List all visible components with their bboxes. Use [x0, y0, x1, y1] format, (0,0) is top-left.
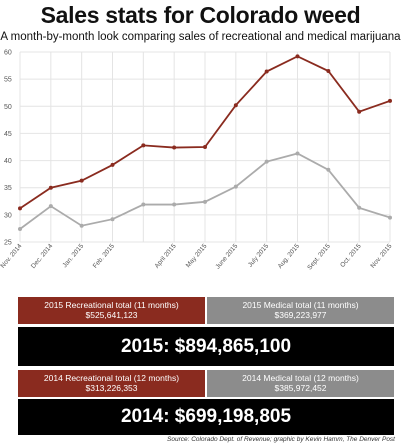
data-point: [203, 145, 207, 149]
total-2015-banner: 2015: $894,865,100: [18, 327, 394, 366]
data-point: [388, 215, 392, 220]
data-point: [295, 54, 300, 59]
y-tick-label: 45: [4, 131, 12, 138]
x-tick-label: April 2015: [154, 243, 178, 270]
data-point: [18, 226, 22, 231]
data-point: [110, 217, 115, 222]
y-tick-label: 50: [4, 104, 12, 111]
recreational-2015-label: 2015 Recreational total (11 months): [44, 300, 179, 310]
chart-subtitle: A month-by-month look comparing sales of…: [0, 31, 401, 43]
medical-2014-box: 2014 Medical total (12 months) $385,972,…: [207, 370, 394, 397]
data-point: [326, 167, 331, 172]
recreational-2015-value: $525,641,123: [85, 310, 138, 320]
data-point: [295, 151, 300, 156]
x-tick-label: Nov. 2015: [369, 242, 393, 269]
data-point: [172, 145, 177, 150]
total-2014-banner: 2014: $699,198,805: [18, 399, 394, 435]
x-tick-label: May 2015: [185, 242, 209, 269]
data-point: [110, 162, 115, 167]
y-tick-label: 30: [4, 212, 12, 219]
data-point: [48, 185, 53, 190]
medical-2014-value: $385,972,452: [274, 383, 327, 393]
y-tick-label: 60: [4, 50, 12, 57]
data-point: [357, 109, 362, 114]
recreational-2015-box: 2015 Recreational total (11 months) $525…: [18, 297, 205, 324]
x-tick-label: Jan. 2015: [61, 242, 85, 269]
data-point: [357, 205, 362, 210]
data-point: [79, 223, 84, 228]
data-point: [233, 103, 238, 108]
x-tick-label: July 2015: [247, 242, 270, 268]
data-point: [326, 69, 331, 73]
line-chart: 25 30 35 40 45 50 55 60 Nov. 2014 Dec. 2014 Jan. 2…: [0, 50, 394, 272]
source-credit: Source: Colorado Dept. of Revenue; graph…: [167, 436, 395, 443]
x-tick-label: Aug. 2015: [277, 242, 302, 269]
x-tick-label: Oct. 2015: [339, 242, 363, 268]
data-point: [141, 143, 146, 148]
data-point: [264, 159, 269, 164]
medical-2014-label: 2014 Medical total (12 months): [242, 373, 359, 383]
recreational-2014-label: 2014 Recreational total (12 months): [43, 373, 180, 383]
data-point: [172, 202, 177, 207]
medical-2015-label: 2015 Medical total (11 months): [242, 300, 359, 310]
y-tick-label: 25: [4, 240, 12, 247]
data-point: [388, 98, 392, 103]
data-point: [79, 178, 84, 183]
chart-title: Sales stats for Colorado weed: [40, 2, 361, 28]
x-tick-label: June 2015: [214, 243, 239, 271]
x-tick-label: Sept. 2015: [306, 242, 332, 271]
recreational-2014-box: 2014 Recreational total (12 months) $313…: [18, 370, 205, 397]
recreational-2014-value: $313,226,353: [85, 383, 138, 393]
medical-2015-box: 2015 Medical total (11 months) $369,223,…: [207, 297, 394, 324]
medical-2015-value: $369,223,977: [274, 310, 327, 320]
y-tick-label: 35: [4, 185, 12, 192]
data-point: [203, 199, 207, 204]
x-tick-label: Feb. 2015: [92, 242, 116, 269]
x-tick-label: Nov. 2014: [0, 242, 24, 269]
data-point: [264, 69, 269, 74]
data-point: [48, 204, 53, 209]
data-point: [18, 206, 22, 211]
data-point: [233, 184, 238, 189]
y-tick-label: 55: [4, 77, 12, 84]
y-tick-label: 40: [4, 158, 12, 165]
x-tick-label: Dec. 2014: [30, 242, 55, 269]
data-point: [141, 202, 146, 207]
